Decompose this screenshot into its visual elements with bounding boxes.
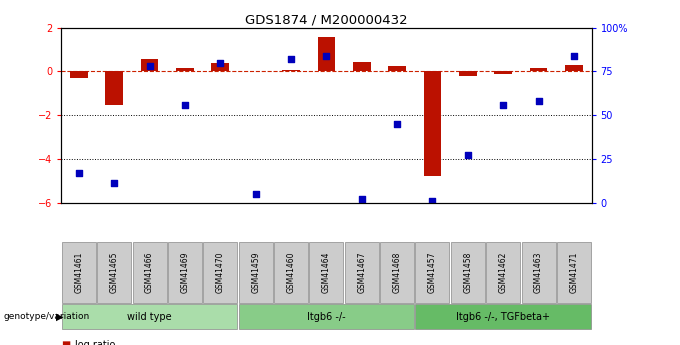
Point bbox=[109, 180, 120, 186]
Text: GSM41470: GSM41470 bbox=[216, 252, 225, 293]
Text: log ratio: log ratio bbox=[75, 340, 115, 345]
Bar bbox=[459, 71, 477, 76]
Text: GSM41469: GSM41469 bbox=[180, 252, 190, 293]
Bar bbox=[388, 66, 406, 71]
Text: Itgb6 -/-, TGFbeta+: Itgb6 -/-, TGFbeta+ bbox=[456, 312, 550, 322]
Text: GSM41467: GSM41467 bbox=[357, 252, 367, 293]
Point bbox=[73, 170, 84, 176]
Bar bbox=[282, 70, 300, 71]
Bar bbox=[565, 65, 583, 71]
Point bbox=[533, 98, 544, 104]
Text: GSM41471: GSM41471 bbox=[569, 252, 579, 293]
Point bbox=[392, 121, 403, 127]
Bar bbox=[530, 68, 547, 71]
Point bbox=[286, 56, 296, 62]
Text: GSM41465: GSM41465 bbox=[109, 252, 119, 293]
Point bbox=[462, 152, 473, 158]
Point bbox=[215, 60, 226, 65]
Text: genotype/variation: genotype/variation bbox=[3, 312, 90, 321]
Text: GSM41460: GSM41460 bbox=[286, 252, 296, 293]
Text: GSM41461: GSM41461 bbox=[74, 252, 84, 293]
Point bbox=[321, 53, 332, 58]
Point bbox=[144, 63, 155, 69]
Bar bbox=[318, 38, 335, 71]
Text: GSM41457: GSM41457 bbox=[428, 252, 437, 293]
Bar bbox=[424, 71, 441, 176]
Text: GSM41459: GSM41459 bbox=[251, 252, 260, 293]
Text: GSM41464: GSM41464 bbox=[322, 252, 331, 293]
Bar bbox=[70, 71, 88, 78]
Point bbox=[498, 102, 509, 107]
Bar bbox=[211, 62, 229, 71]
Bar bbox=[353, 61, 371, 71]
Text: ▶: ▶ bbox=[56, 312, 64, 322]
Point bbox=[427, 198, 438, 204]
Text: GSM41466: GSM41466 bbox=[145, 252, 154, 293]
Text: GSM41458: GSM41458 bbox=[463, 252, 473, 293]
Text: ■: ■ bbox=[61, 340, 71, 345]
Text: GSM41468: GSM41468 bbox=[392, 252, 402, 293]
Text: GSM41463: GSM41463 bbox=[534, 252, 543, 293]
Bar bbox=[494, 71, 512, 73]
Point bbox=[568, 53, 579, 58]
Point bbox=[250, 191, 261, 197]
Bar bbox=[141, 59, 158, 71]
Point bbox=[180, 102, 190, 107]
Title: GDS1874 / M200000432: GDS1874 / M200000432 bbox=[245, 13, 408, 27]
Text: wild type: wild type bbox=[127, 312, 172, 322]
Bar bbox=[176, 68, 194, 71]
Bar bbox=[105, 71, 123, 105]
Point bbox=[356, 196, 367, 202]
Text: GSM41462: GSM41462 bbox=[498, 252, 508, 293]
Text: Itgb6 -/-: Itgb6 -/- bbox=[307, 312, 345, 322]
